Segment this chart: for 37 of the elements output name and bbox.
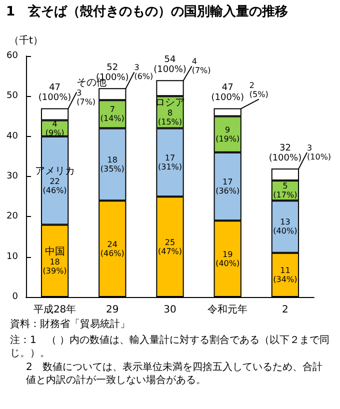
data-label: 中国 18 (39%) (42, 245, 67, 276)
data-label: 11 (34%) (273, 266, 298, 284)
data-label: 24 (46%) (100, 240, 124, 258)
data-label: 18 (35%) (100, 155, 124, 174)
total-label: 32 (100%) (268, 143, 302, 164)
total-label: 47 (100%) (38, 83, 72, 104)
data-label: 17 (31%) (158, 153, 182, 172)
y-tick-label: 60 (6, 51, 18, 61)
data-label: 17 (36%) (216, 178, 240, 196)
data-label: 13 (40%) (273, 218, 298, 236)
text: 2 数値については、表示単位未満を四捨五入しているため、合計値と内訳の計が一致しない場合がある。 (26, 361, 322, 386)
data-label: 3 (10%) (307, 143, 332, 162)
y-tick-label: 20 (6, 212, 18, 222)
data-label: 19 (40%) (216, 250, 240, 268)
x-tick-label: 令和元年 (208, 304, 248, 316)
data-label: 5 (17%) (273, 182, 298, 200)
chart-title: 1 玄そば（殻付きのもの）の国別輸入量の推移 (6, 4, 288, 20)
x-tick-label: 平成28年 (33, 304, 76, 316)
data-label: 3 (6%) (134, 63, 154, 82)
y-tick-label: 30 (6, 172, 18, 182)
data-label: 25 (47%) (158, 238, 182, 256)
y-tick-label: 10 (6, 252, 18, 262)
text: 注：1 （ ）内の数値は、輸入量計に対する割合である（以下２まで同じ。）。 (10, 334, 330, 359)
data-label: 9 (19%) (216, 125, 240, 144)
x-tick-label: 2 (282, 304, 288, 316)
total-label: 54 (100%) (154, 55, 186, 76)
text: 資料：財務省「貿易統計」 (10, 318, 130, 330)
total-label: 47 (100%) (211, 83, 244, 104)
x-tick-label: 29 (106, 304, 119, 316)
x-tick-label: 30 (164, 304, 176, 316)
y-tick-label: 40 (6, 131, 18, 142)
data-label: 2 (5%) (249, 81, 268, 100)
y-tick-label: 50 (6, 91, 18, 102)
y-tick-label: 0 (12, 292, 18, 302)
data-label: 7 (14%) (100, 105, 124, 124)
y-axis-title: （千t） (9, 34, 43, 46)
data-label: 4 (7%) (192, 57, 211, 76)
